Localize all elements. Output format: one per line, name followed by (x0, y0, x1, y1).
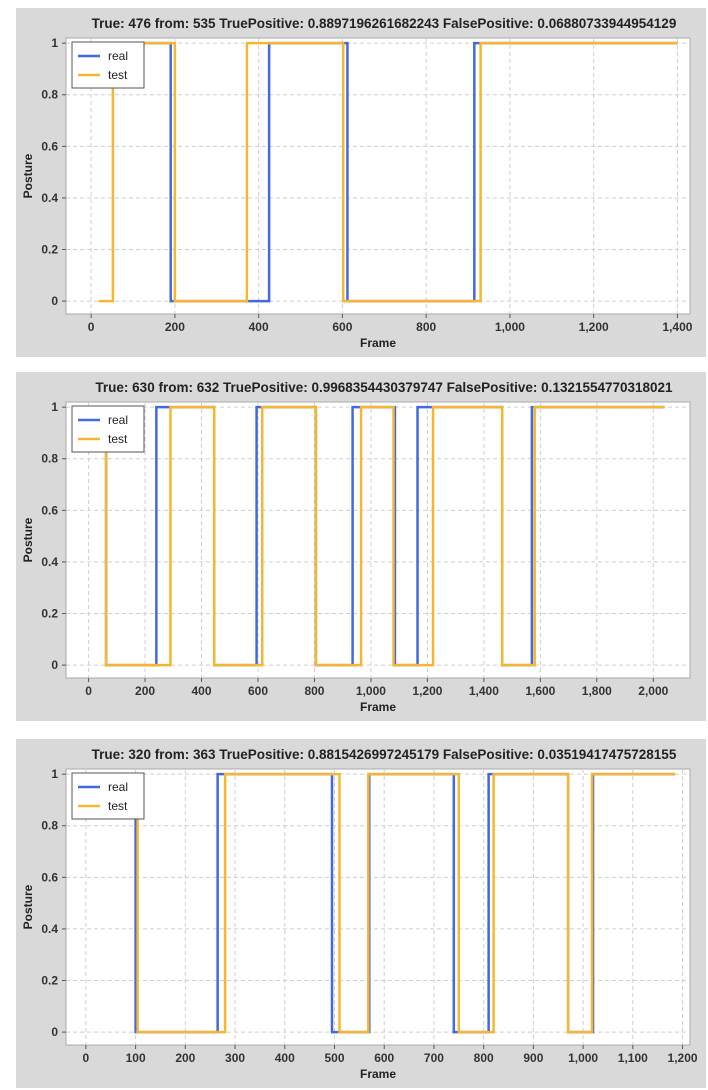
y-axis-label: Posture (21, 153, 35, 198)
legend-label-test: test (108, 68, 128, 82)
x-tick-label: 1,200 (668, 1051, 698, 1065)
y-tick-label: 0.8 (41, 452, 58, 466)
y-tick-label: 0.4 (41, 922, 58, 936)
y-tick-label: 0.2 (41, 974, 58, 988)
series-line-test (104, 405, 665, 667)
x-tick-label: 0 (85, 684, 92, 698)
y-tick-label: 0 (51, 658, 58, 672)
x-tick-label: 1,800 (582, 684, 612, 698)
plot-area (65, 37, 691, 315)
x-tick-label: 300 (225, 1051, 245, 1065)
y-tick-label: 0.6 (41, 870, 58, 884)
y-tick-label: 0.2 (41, 243, 58, 257)
x-tick-label: 600 (374, 1051, 394, 1065)
y-tick-label: 0.6 (41, 139, 58, 153)
series-line-test (134, 772, 676, 1034)
legend-label-real: real (108, 780, 128, 794)
x-tick-label: 800 (474, 1051, 494, 1065)
legend-box (71, 41, 145, 89)
x-tick-label: 100 (126, 1051, 146, 1065)
y-tick-label: 0 (51, 294, 58, 308)
chart-panel-2: True: 630 from: 632 TruePositive: 0.9968… (16, 372, 706, 721)
x-tick-label: 400 (192, 684, 212, 698)
chart-1: True: 476 from: 535 TruePositive: 0.8897… (21, 16, 693, 350)
legend-label-test: test (108, 432, 128, 446)
x-tick-label: 200 (175, 1051, 195, 1065)
x-tick-label: 0 (83, 1051, 90, 1065)
x-axis-label: Frame (360, 336, 396, 350)
y-tick-label: 0.8 (41, 819, 58, 833)
y-tick-label: 1 (51, 36, 58, 50)
y-tick-label: 1 (51, 767, 58, 781)
chart-2: True: 630 from: 632 TruePositive: 0.9968… (21, 380, 691, 714)
x-tick-label: 600 (332, 320, 352, 334)
x-tick-label: 0 (88, 320, 95, 334)
x-tick-label: 1,200 (412, 684, 442, 698)
y-tick-label: 0.2 (41, 607, 58, 621)
chart-title: True: 476 from: 535 TruePositive: 0.8897… (92, 16, 677, 31)
x-tick-label: 400 (249, 320, 269, 334)
y-tick-label: 0.4 (41, 555, 58, 569)
x-tick-label: 1,400 (469, 684, 499, 698)
x-tick-label: 1,000 (568, 1051, 598, 1065)
legend-label-real: real (108, 49, 128, 63)
x-tick-label: 600 (248, 684, 268, 698)
legend-label-test: test (108, 799, 128, 813)
x-tick-label: 400 (275, 1051, 295, 1065)
y-tick-label: 0.8 (41, 88, 58, 102)
x-tick-label: 2,000 (638, 684, 668, 698)
chart-title: True: 630 from: 632 TruePositive: 0.9968… (95, 380, 673, 395)
x-tick-label: 800 (416, 320, 436, 334)
x-tick-label: 1,000 (356, 684, 386, 698)
legend-label-real: real (108, 413, 128, 427)
x-tick-label: 1,400 (662, 320, 692, 334)
chart-panel-3: True: 320 from: 363 TruePositive: 0.8815… (16, 739, 706, 1088)
legend-box (71, 772, 145, 820)
y-tick-label: 1 (51, 400, 58, 414)
x-axis-label: Frame (360, 700, 396, 714)
x-tick-label: 700 (424, 1051, 444, 1065)
x-axis-label: Frame (360, 1067, 396, 1081)
x-tick-label: 500 (324, 1051, 344, 1065)
x-tick-label: 1,100 (618, 1051, 648, 1065)
x-tick-label: 1,600 (525, 684, 555, 698)
x-tick-label: 1,200 (579, 320, 609, 334)
x-tick-label: 1,000 (495, 320, 525, 334)
x-tick-label: 200 (135, 684, 155, 698)
x-tick-label: 200 (165, 320, 185, 334)
x-tick-label: 900 (523, 1051, 543, 1065)
y-tick-label: 0.6 (41, 503, 58, 517)
chart-panel-1: True: 476 from: 535 TruePositive: 0.8897… (16, 8, 706, 357)
chart-3: True: 320 from: 363 TruePositive: 0.8815… (21, 747, 698, 1081)
y-axis-label: Posture (21, 517, 35, 562)
y-tick-label: 0.4 (41, 191, 58, 205)
y-axis-label: Posture (21, 884, 35, 929)
y-tick-label: 0 (51, 1025, 58, 1039)
x-tick-label: 800 (304, 684, 324, 698)
legend-box (71, 405, 145, 453)
plot-area (65, 768, 691, 1046)
chart-title: True: 320 from: 363 TruePositive: 0.8815… (92, 747, 677, 762)
